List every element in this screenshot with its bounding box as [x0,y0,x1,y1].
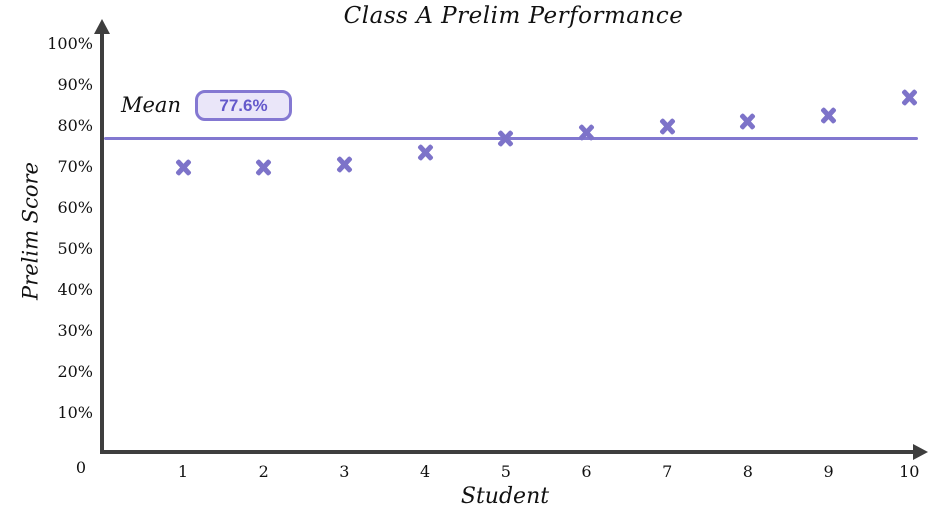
y-tick-label: 20% [57,362,93,381]
scatter-marker [416,143,435,162]
y-tick-label: 80% [57,116,93,135]
x-tick-label: 5 [500,462,511,481]
x-tick-label: 6 [581,462,592,481]
y-axis-title: Prelim Score [18,162,43,300]
x-axis-line [100,450,916,454]
y-tick-label: 60% [57,198,93,217]
origin-tick-label: 0 [75,458,86,477]
y-tick-label: 10% [57,403,93,422]
scatter-marker [819,107,838,125]
y-tick-label: 40% [57,280,93,299]
scatter-marker [174,158,193,176]
mean-value-text: 77.6% [219,95,268,115]
chart-title: Class A Prelim Performance [343,3,684,29]
mean-label: Mean [121,93,181,117]
x-tick-label: 4 [420,462,431,481]
mean-line [104,136,918,140]
x-axis-title: Student [460,484,550,509]
x-tick-label: 9 [823,462,834,481]
y-tick-label: 70% [57,157,93,176]
y-tick-label: 90% [57,75,93,94]
scatter-marker [900,88,919,106]
y-axis-line [100,30,104,454]
mean-value-badge: 77.6% [195,90,292,121]
x-tick-label: 8 [742,462,753,481]
scatter-marker [496,129,515,147]
x-axis-arrow-icon [913,444,928,460]
scatter-marker [577,123,596,141]
x-tick-label: 3 [339,462,350,481]
x-tick-label: 10 [899,462,920,481]
y-tick-label: 30% [57,321,93,340]
y-axis-arrow-icon [94,19,110,34]
scatter-marker [335,156,354,174]
scatter-marker [658,117,677,135]
x-tick-label: 2 [258,462,269,481]
scatter-marker [738,113,757,131]
scatter-marker [254,158,273,176]
x-tick-label: 7 [662,462,673,481]
x-tick-label: 1 [177,462,189,481]
y-tick-label: 50% [57,239,93,258]
y-tick-label: 100% [47,34,93,53]
